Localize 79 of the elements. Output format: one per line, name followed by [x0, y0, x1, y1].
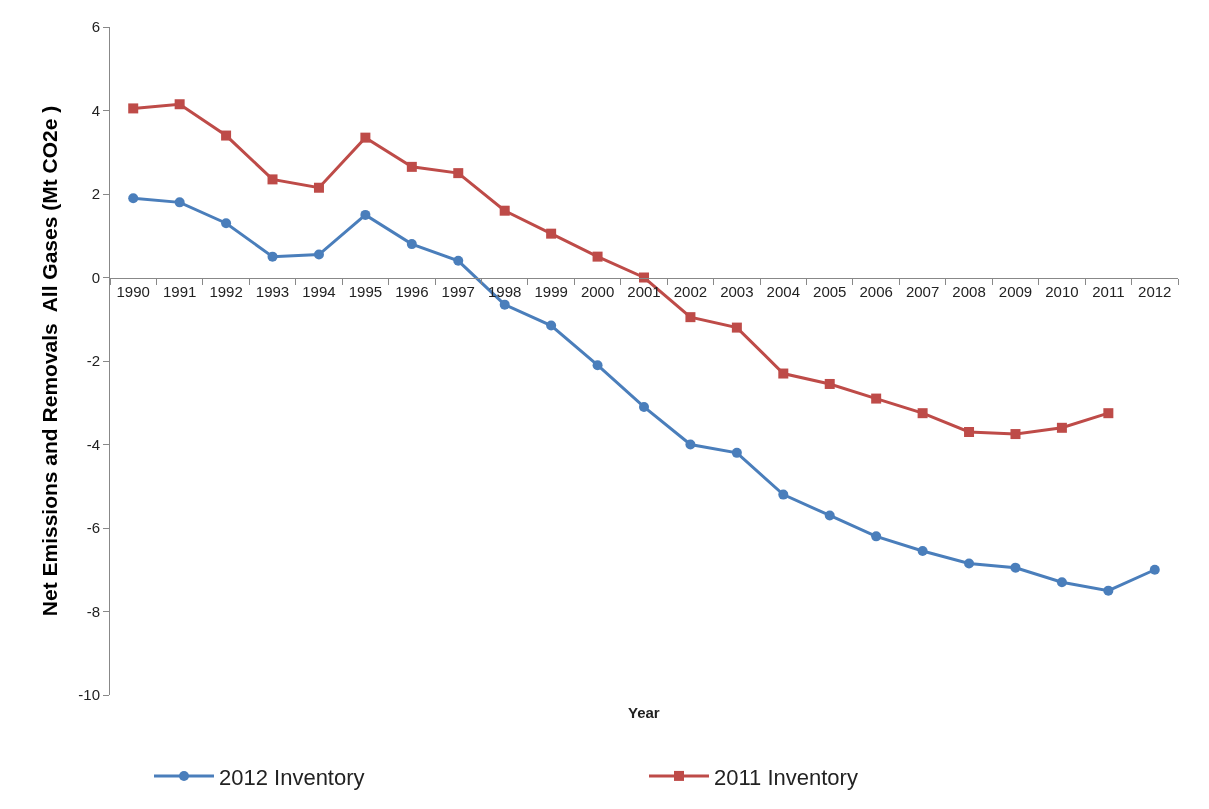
point [778, 368, 789, 379]
x-tick-label: 1996 [395, 282, 429, 300]
y-tick-label: 4 [91, 101, 100, 119]
point [824, 378, 835, 389]
y-tick-label: 0 [91, 268, 100, 286]
legend-label: 2011 Inventory [714, 764, 858, 790]
y-tick-label: -4 [86, 435, 100, 453]
x-tick-label: 2009 [998, 282, 1033, 300]
x-tick-label: 2001 [627, 282, 661, 300]
y-tick-label: -2 [86, 352, 100, 370]
y-tick-label: 6 [91, 18, 100, 36]
y-axis-title: Net Emissions and Removals All Gases (Mt CO2e ) [38, 105, 62, 617]
point [406, 161, 417, 172]
x-tick-label: 1997 [441, 282, 475, 300]
x-tick-label: 1993 [255, 282, 290, 300]
point [267, 251, 278, 262]
point [360, 132, 371, 143]
x-tick-label: 2004 [766, 282, 800, 300]
point [685, 312, 696, 323]
point [128, 103, 139, 114]
point [499, 205, 510, 216]
point [731, 322, 742, 333]
x-tick-label: 1999 [534, 282, 568, 300]
point [221, 218, 232, 229]
x-tick-label: 2002 [673, 282, 708, 300]
point [639, 401, 649, 412]
x-tick-label: 1990 [116, 282, 150, 300]
point [824, 510, 835, 521]
y-tick-label: 2 [91, 185, 100, 203]
point [360, 209, 371, 220]
point [453, 168, 464, 179]
point [1103, 585, 1114, 596]
point [871, 531, 882, 542]
x-tick-label: 1994 [302, 282, 336, 300]
x-tick-label: 2006 [859, 282, 893, 300]
point [964, 426, 975, 437]
y-tick-label: -6 [86, 519, 100, 537]
point [221, 130, 232, 141]
y-tick-label: -10 [78, 686, 100, 704]
point [964, 558, 975, 569]
x-axis-title: Year [628, 704, 660, 721]
point [453, 255, 464, 266]
point [871, 393, 882, 404]
point [731, 447, 742, 458]
point [128, 193, 139, 204]
y-tick-label: -8 [86, 602, 100, 620]
x-tick-label: 2010 [1045, 282, 1079, 300]
x-tick-label: 2012 [1138, 282, 1172, 300]
point [778, 489, 789, 500]
point [1056, 577, 1067, 588]
x-tick-label: 2008 [952, 282, 986, 300]
point [1010, 429, 1021, 440]
point [267, 174, 278, 185]
point [592, 251, 603, 262]
point [546, 228, 557, 239]
x-tick-label: 1995 [348, 282, 383, 300]
point [546, 320, 557, 331]
point [1103, 408, 1114, 419]
point [499, 299, 510, 310]
x-tick-label: 2005 [813, 282, 847, 300]
point [917, 545, 928, 556]
point [406, 239, 417, 250]
x-tick-label: 1991 [162, 282, 197, 300]
point [1149, 564, 1160, 575]
point [685, 439, 696, 450]
legend-label: 2012 Inventory [219, 764, 365, 790]
x-tick-label: 2011 [1092, 282, 1125, 300]
point [592, 360, 603, 371]
x-tick-label: 2000 [580, 282, 615, 300]
point [174, 99, 185, 110]
point [1056, 422, 1067, 433]
point [313, 182, 324, 193]
point [917, 408, 928, 419]
x-tick-label: 2003 [720, 282, 754, 300]
point [313, 249, 324, 260]
point [1010, 562, 1021, 573]
point [174, 197, 185, 208]
x-tick-label: 2007 [905, 282, 940, 300]
x-tick-label: 1992 [209, 282, 243, 300]
